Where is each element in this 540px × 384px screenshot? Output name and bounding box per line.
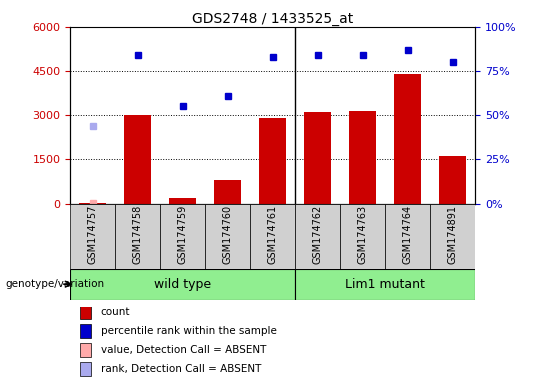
Text: Lim1 mutant: Lim1 mutant — [345, 278, 425, 291]
Bar — [124, 115, 151, 204]
Text: GSM174758: GSM174758 — [133, 205, 143, 264]
Text: GSM174891: GSM174891 — [448, 205, 458, 264]
Text: GSM174759: GSM174759 — [178, 205, 188, 264]
Text: GSM174764: GSM174764 — [403, 205, 413, 264]
Text: GSM174762: GSM174762 — [313, 205, 323, 264]
Bar — [295, 204, 340, 269]
Text: GSM174760: GSM174760 — [222, 205, 233, 264]
Bar — [430, 204, 475, 269]
Bar — [79, 203, 106, 204]
Text: genotype/variation: genotype/variation — [5, 279, 105, 289]
Bar — [349, 111, 376, 204]
Bar — [205, 204, 250, 269]
Bar — [160, 204, 205, 269]
Bar — [214, 180, 241, 204]
Text: wild type: wild type — [154, 278, 211, 291]
Bar — [439, 156, 466, 204]
Bar — [70, 269, 295, 300]
Bar — [79, 362, 91, 376]
Bar — [79, 324, 91, 338]
Text: GSM174763: GSM174763 — [357, 205, 368, 264]
Bar — [169, 198, 196, 204]
Bar — [79, 343, 91, 357]
Text: percentile rank within the sample: percentile rank within the sample — [101, 326, 276, 336]
Bar — [79, 305, 91, 319]
Text: GSM174761: GSM174761 — [268, 205, 278, 264]
Bar — [115, 204, 160, 269]
Bar — [340, 204, 385, 269]
Bar — [385, 204, 430, 269]
Bar — [304, 112, 331, 204]
Text: rank, Detection Call = ABSENT: rank, Detection Call = ABSENT — [101, 364, 261, 374]
Bar — [70, 204, 115, 269]
Bar — [295, 269, 475, 300]
Bar — [394, 74, 421, 204]
Bar — [259, 118, 286, 204]
Text: value, Detection Call = ABSENT: value, Detection Call = ABSENT — [101, 345, 266, 355]
Bar — [250, 204, 295, 269]
Text: count: count — [101, 307, 130, 317]
Title: GDS2748 / 1433525_at: GDS2748 / 1433525_at — [192, 12, 353, 26]
Text: GSM174757: GSM174757 — [87, 205, 98, 264]
